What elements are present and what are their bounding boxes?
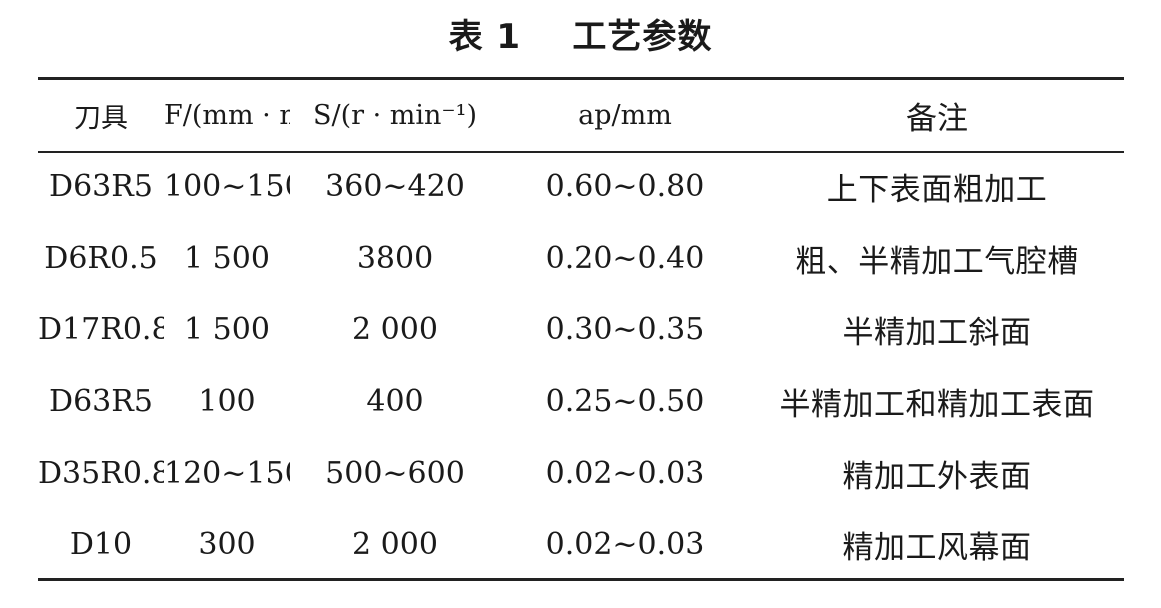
cell-spindle-speed: 400 xyxy=(366,384,424,420)
cell-spindle-speed: 2 000 xyxy=(352,527,438,563)
cell-cut-depth: 0.25~0.50 xyxy=(545,384,705,420)
cell-tool: D10 xyxy=(69,527,133,563)
header-cut-depth: ap/mm xyxy=(578,100,672,131)
table-row: D63R5 100 400 0.25~0.50 半精加工和精加工表面 xyxy=(38,366,1124,438)
header-remark: 备注 xyxy=(906,101,968,137)
table-row: D63R5 100~150 360~420 0.60~0.80 上下表面粗加工 xyxy=(38,151,1124,223)
cell-feed-rate: 100~150 xyxy=(164,169,290,205)
cell-cut-depth: 0.02~0.03 xyxy=(545,527,705,563)
cell-spindle-speed: 2 000 xyxy=(352,312,438,348)
cell-tool: D35R0.8 xyxy=(38,455,164,491)
cell-cut-depth: 0.60~0.80 xyxy=(545,169,705,205)
bottom-rule xyxy=(38,578,1124,581)
process-parameters-table: 刀具 F/(mm · min⁻¹) S/(r · min⁻¹) ap/mm 备注… xyxy=(38,80,1124,581)
table-title: 表 1 工艺参数 xyxy=(448,17,713,57)
cell-feed-rate: 300 xyxy=(198,527,256,563)
cell-cut-depth: 0.30~0.35 xyxy=(545,312,705,348)
cell-spindle-speed: 3800 xyxy=(356,240,434,276)
table-row: D10 300 2 000 0.02~0.03 精加工风幕面 xyxy=(38,509,1124,581)
cell-remark: 半精加工斜面 xyxy=(842,315,1032,352)
cell-tool: D17R0.8 xyxy=(38,312,164,348)
cell-feed-rate: 100 xyxy=(198,384,256,420)
cell-tool: D63R5 xyxy=(49,384,153,420)
header-tool: 刀具 xyxy=(74,103,128,134)
cell-remark: 粗、半精加工气腔槽 xyxy=(795,243,1079,280)
table-row: D17R0.8 1 500 2 000 0.30~0.35 半精加工斜面 xyxy=(38,294,1124,366)
cell-tool: D63R5 xyxy=(49,169,153,205)
cell-cut-depth: 0.02~0.03 xyxy=(545,455,705,491)
cell-feed-rate: 1 500 xyxy=(184,240,270,276)
cell-feed-rate: 1 500 xyxy=(184,312,270,348)
cell-spindle-speed: 360~420 xyxy=(325,169,465,205)
cell-remark: 上下表面粗加工 xyxy=(826,172,1048,209)
header-row: 刀具 F/(mm · min⁻¹) S/(r · min⁻¹) ap/mm 备注 xyxy=(38,80,1124,151)
table-row: D6R0.5 1 500 3800 0.20~0.40 粗、半精加工气腔槽 xyxy=(38,223,1124,295)
cell-remark: 精加工风幕面 xyxy=(842,530,1032,567)
cell-tool: D6R0.5 xyxy=(44,240,158,276)
header-feed-rate: F/(mm · min⁻¹) xyxy=(164,100,290,131)
cell-remark: 精加工外表面 xyxy=(842,458,1032,495)
cell-spindle-speed: 500~600 xyxy=(325,455,465,491)
header-spindle-speed: S/(r · min⁻¹) xyxy=(312,100,478,131)
top-rule xyxy=(38,77,1124,80)
header-rule xyxy=(38,151,1124,153)
cell-feed-rate: 120~150 xyxy=(164,455,290,491)
cell-remark: 半精加工和精加工表面 xyxy=(779,387,1095,424)
table-row: D35R0.8 120~150 500~600 0.02~0.03 精加工外表面 xyxy=(38,437,1124,509)
cell-cut-depth: 0.20~0.40 xyxy=(545,240,705,276)
